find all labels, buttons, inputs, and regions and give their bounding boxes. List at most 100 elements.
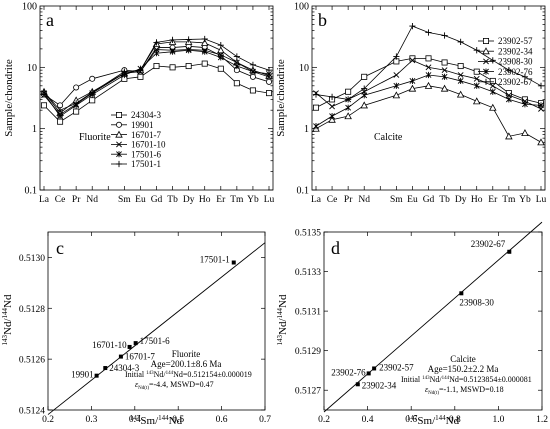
- data-point: [409, 57, 416, 64]
- y-tick-label: 0.5133: [295, 268, 321, 278]
- data-point: [265, 90, 272, 97]
- panel-d-epsilon: εNd(t)=-1.1, MSWD=0.18: [425, 385, 504, 396]
- data-point: [344, 112, 352, 120]
- x-tick-label: Tb: [439, 195, 450, 205]
- x-tick-label: 1.0: [492, 415, 504, 425]
- data-point: [393, 82, 400, 89]
- x-tick-label: 0.7: [259, 415, 271, 425]
- data-point: [507, 249, 512, 254]
- data-point: [505, 96, 512, 103]
- panel-d-annotation: Calcite Age=150.2±2.2 Ma Initial 143Nd/1…: [401, 354, 532, 396]
- y-tick-label: 10: [299, 63, 309, 74]
- data-point: [103, 366, 108, 371]
- point-23902-67: 23902-67: [471, 239, 512, 254]
- data-point: [121, 68, 128, 75]
- panel-c: c 0.2 0.3 0.4 0.5 0.6 0.70.51240.51260.51280.…: [1, 231, 271, 427]
- legend-entry-23902-76: 23902-76: [478, 67, 533, 77]
- data-point: [473, 82, 480, 89]
- data-point: [505, 132, 513, 140]
- legend-marker: [115, 160, 123, 168]
- point-17501-1: 17501-1: [200, 255, 236, 265]
- y-tick-label: 0.5131: [295, 308, 321, 318]
- point-label: 24304-3: [109, 363, 139, 373]
- data-point: [459, 291, 464, 296]
- x-tick-label: Ho: [199, 195, 211, 205]
- panel-b-label: b: [318, 10, 327, 30]
- panel-d-age: Age=150.2±2.2 Ma: [428, 364, 499, 374]
- point-label: 23902-76: [331, 367, 366, 377]
- data-point: [521, 129, 529, 136]
- legend-entry-16701-7: 16701-7: [111, 130, 161, 140]
- data-point: [41, 102, 48, 109]
- x-tick-label: 0.6: [216, 415, 228, 425]
- panel-d-ylabel: 143Nd/144Nd: [276, 294, 289, 345]
- x-tick-label: Sm: [390, 195, 403, 205]
- panel-c-xlabel: 147Sm/144Nd: [130, 414, 183, 427]
- panel-b: b Sample/chondrite Calcite 100 10 1 0.1La Ce…: [275, 2, 547, 206]
- legend-label: 23908-30: [498, 57, 533, 67]
- legend-entry-16701-10: 16701-10: [111, 140, 166, 150]
- data-point: [457, 63, 464, 70]
- data-point: [328, 115, 336, 123]
- data-point: [489, 77, 496, 84]
- point-23902-57: 23902-57: [372, 362, 414, 372]
- legend-marker: [482, 47, 490, 55]
- legend-marker: [115, 130, 123, 138]
- data-point: [137, 73, 144, 80]
- x-tick-label: Ce: [55, 195, 66, 205]
- panel-d: d 0.2 0.4 0.6 0.8 1.0 1.20.51270.51290.51310.…: [276, 221, 548, 427]
- data-point: [355, 382, 360, 387]
- y-tick-label: 0.5127: [295, 387, 321, 397]
- y-tick-label: 0.5126: [19, 356, 45, 366]
- x-tick-label: 0.2: [42, 415, 54, 425]
- data-point: [441, 73, 448, 80]
- legend-marker: [116, 141, 122, 148]
- series-23908-30: [313, 57, 544, 112]
- x-tick-label: La: [311, 195, 322, 205]
- series-line: [43, 38, 270, 111]
- data-point: [200, 38, 209, 46]
- x-tick-label: Tb: [167, 195, 178, 205]
- data-point: [56, 107, 64, 114]
- x-tick-label: Lu: [264, 195, 275, 205]
- data-point: [489, 88, 496, 95]
- x-tick-label: Gd: [151, 195, 163, 205]
- data-point: [473, 47, 480, 54]
- point-17501-6: 17501-6: [133, 336, 170, 346]
- legend-marker: [483, 68, 489, 75]
- point-label: 23902-57: [379, 362, 414, 372]
- data-point: [457, 77, 464, 85]
- data-point: [441, 32, 448, 39]
- x-tick-label: Tm: [502, 195, 516, 205]
- y-tick-label: 0.5128: [19, 305, 45, 315]
- data-point: [424, 81, 433, 89]
- data-point: [118, 354, 123, 359]
- x-tick-label: Lu: [536, 195, 547, 205]
- panel-c-epsilon: εNd(t)=-4.4, MSWD=0.47: [135, 380, 214, 391]
- data-point: [57, 113, 63, 120]
- data-point: [73, 100, 80, 107]
- series-23902-67: [312, 23, 545, 103]
- data-point: [313, 123, 319, 130]
- legend-label: 19901: [131, 120, 154, 130]
- point-label: 23902-67: [471, 239, 506, 249]
- isochron-line: [323, 221, 543, 413]
- legend-marker: [116, 112, 123, 119]
- y-tick-label: 1: [32, 124, 37, 135]
- x-tick-label: La: [39, 195, 50, 205]
- data-point: [440, 84, 449, 92]
- legend-entry-24304-3: 24304-3: [111, 110, 161, 120]
- data-point: [169, 64, 176, 71]
- panel-b-mineral-label: Calcite: [374, 132, 403, 143]
- x-tick-label: Eu: [407, 195, 418, 205]
- x-tick-label: Yb: [519, 195, 531, 205]
- data-point: [153, 50, 160, 57]
- data-point: [217, 42, 224, 49]
- x-tick-label: Nd: [358, 195, 370, 205]
- data-point: [392, 91, 401, 99]
- panel-a-legend: 24304-31990116701-716701-1017501-617501-…: [111, 110, 166, 169]
- panel-a: a Sample/chondrite Fluorite 100 10 1 0.1La C…: [3, 2, 275, 206]
